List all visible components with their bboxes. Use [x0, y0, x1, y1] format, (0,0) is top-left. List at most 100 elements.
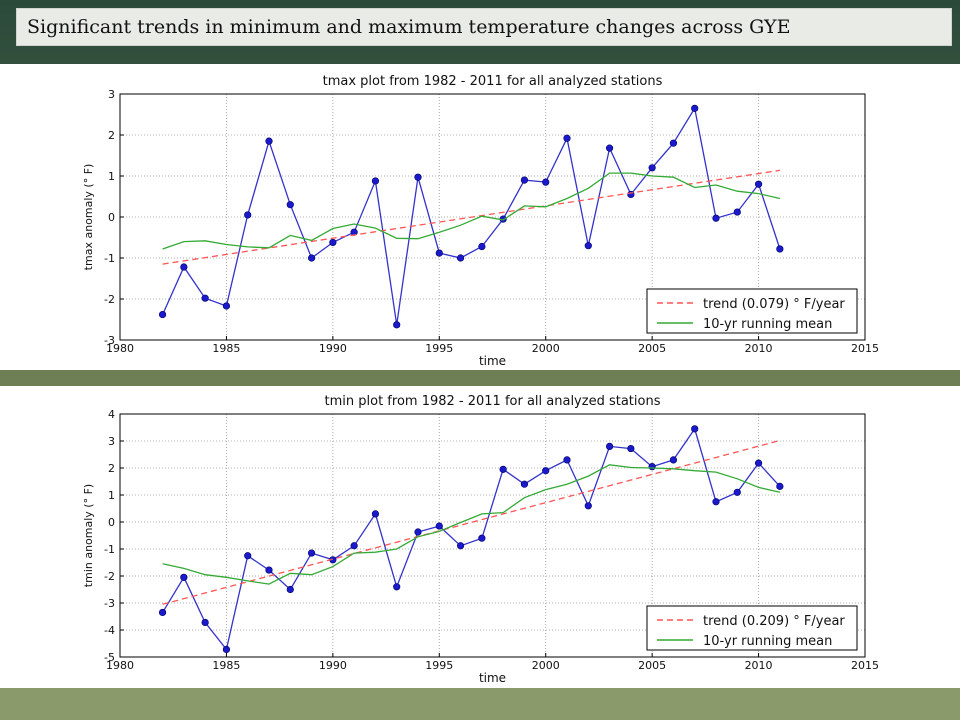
data-point — [627, 190, 635, 199]
data-point — [542, 467, 550, 475]
y-tick-label: -3 — [104, 597, 115, 610]
y-tick-label: 3 — [108, 88, 115, 101]
data-point — [691, 425, 699, 433]
tmin-chart-panel: tmin plot from 1982 - 2011 for all analy… — [0, 386, 960, 688]
running_mean-line — [162, 172, 781, 250]
data-point — [456, 254, 465, 262]
data-point — [520, 176, 529, 184]
data-point — [307, 549, 316, 557]
data-point — [435, 249, 443, 257]
data-point — [329, 238, 337, 247]
data-point — [605, 442, 614, 451]
data-point — [244, 552, 252, 560]
data-point — [414, 173, 422, 181]
data-point — [244, 211, 252, 219]
data-point — [712, 214, 720, 222]
data-point — [776, 482, 784, 490]
x-tick-label: 2000 — [532, 342, 560, 355]
data-point — [222, 302, 231, 310]
x-tick-label: 1995 — [425, 342, 453, 355]
x-tick-label: 2010 — [745, 342, 773, 355]
x-tick-label: 1985 — [212, 659, 240, 672]
data-point — [691, 104, 699, 112]
trend-line — [162, 169, 780, 265]
tmin-chart: tmin plot from 1982 - 2011 for all analy… — [82, 394, 879, 685]
footer-band — [0, 688, 960, 720]
observed-line — [162, 427, 781, 651]
x-tick-label: 1980 — [106, 659, 134, 672]
data-point — [542, 178, 550, 186]
data-point — [584, 242, 592, 250]
x-tick-label: 1990 — [319, 342, 347, 355]
legend-label-running_mean: 10-yr running mean — [703, 317, 832, 332]
data-point — [776, 245, 784, 253]
data-point — [499, 465, 507, 473]
data-point — [307, 254, 316, 262]
data-point — [669, 456, 678, 464]
data-point — [563, 134, 571, 142]
x-tick-label: 1980 — [106, 342, 134, 355]
x-tick-label: 2010 — [745, 659, 773, 672]
legend-label-running_mean: 10-yr running mean — [703, 634, 832, 649]
slide-title: Significant trends in minimum and maximu… — [27, 16, 791, 38]
data-point — [350, 542, 358, 550]
y-tick-label: 0 — [108, 516, 115, 529]
data-point — [265, 566, 273, 574]
data-point — [648, 164, 656, 172]
running_mean-line — [162, 464, 781, 585]
x-tick-label: 2000 — [532, 659, 560, 672]
data-point — [180, 573, 188, 581]
y-tick-label: 1 — [108, 170, 115, 183]
y-axis-label: tmax anomaly (° F) — [82, 164, 95, 271]
x-axis-label: time — [479, 671, 506, 685]
y-tick-label: -3 — [104, 334, 115, 347]
x-tick-label: 1985 — [212, 342, 240, 355]
divider-band — [0, 370, 960, 386]
legend-box — [646, 288, 858, 334]
data-point — [201, 618, 209, 627]
y-tick-label: -2 — [104, 293, 115, 306]
tmax-chart: tmax plot from 1982 - 2011 for all analy… — [82, 74, 879, 368]
y-axis-label: tmin anomaly (° F) — [82, 484, 95, 587]
x-tick-label: 2015 — [851, 659, 879, 672]
data-point — [222, 645, 231, 654]
data-point — [733, 208, 741, 216]
y-tick-label: 2 — [108, 129, 115, 142]
data-point — [754, 180, 763, 188]
data-point — [456, 542, 465, 550]
x-tick-label: 2005 — [638, 342, 666, 355]
y-tick-label: 0 — [108, 211, 115, 224]
observed-line — [162, 106, 781, 325]
data-point — [371, 177, 380, 185]
y-tick-label: 4 — [108, 408, 115, 421]
plot-frame — [119, 413, 866, 658]
x-tick-label: 2015 — [851, 342, 879, 355]
data-point — [286, 201, 294, 209]
data-point — [627, 444, 635, 453]
data-point — [605, 144, 614, 152]
tmax-chart-panel: tmax plot from 1982 - 2011 for all analy… — [0, 64, 960, 370]
data-point — [563, 456, 571, 464]
legend-label-trend: trend (0.079) ° F/year — [703, 297, 845, 312]
y-tick-label: -1 — [104, 252, 115, 265]
y-tick-label: -1 — [104, 543, 115, 556]
data-point — [393, 583, 401, 591]
y-tick-label: 1 — [108, 489, 115, 502]
chart-title: tmin plot from 1982 - 2011 for all analy… — [325, 394, 661, 409]
y-tick-label: -4 — [104, 624, 115, 637]
data-point — [584, 502, 592, 510]
x-axis-label: time — [479, 354, 506, 368]
legend-label-trend: trend (0.209) ° F/year — [703, 614, 845, 629]
legend-box — [646, 605, 858, 651]
y-tick-label: -5 — [104, 651, 115, 664]
data-point — [478, 242, 486, 251]
x-tick-label: 1990 — [319, 659, 347, 672]
data-point — [393, 321, 401, 329]
data-point — [158, 310, 167, 319]
data-point — [648, 463, 656, 471]
title-banner: Significant trends in minimum and maximu… — [16, 8, 952, 46]
data-point — [669, 139, 678, 147]
data-point — [180, 263, 188, 271]
data-point — [733, 488, 741, 496]
data-point — [435, 522, 443, 530]
